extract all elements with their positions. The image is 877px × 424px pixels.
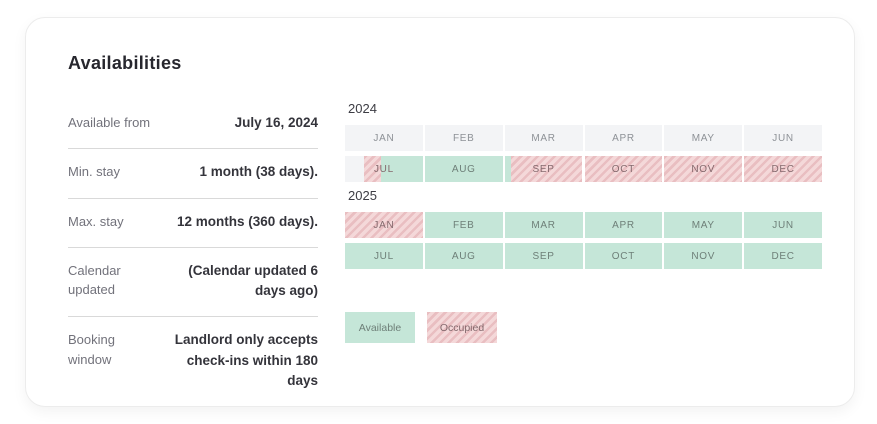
month-label: OCT [611,163,636,175]
month-cell-2025-nov: NOV [664,243,743,269]
month-segment-available [504,156,511,182]
detail-label: Max. stay [68,213,124,229]
month-cell-2024-jul: JUL [345,156,423,182]
detail-label: Calendar updated [68,262,121,298]
year-label: 2024 [348,101,377,116]
month-cell-2025-jun: JUN [744,212,822,238]
detail-value: Landlord only accepts check-ins within 1… [174,332,318,388]
month-cell-2025-sep: SEP [504,243,583,269]
details-table: Available from July 16, 2024 Min. stay 1 mo… [68,100,318,406]
month-label: MAR [531,132,556,144]
legend-chip-available: Available [345,312,415,343]
month-cell-2025-feb: FEB [424,212,503,238]
month-label: AUG [451,163,476,175]
month-cell-2024-may: MAY [664,125,743,151]
month-cell-2024-apr: APR [584,125,663,151]
month-cell-2025-may: MAY [664,212,743,238]
month-cell-2025-mar: MAR [504,212,583,238]
card-content: Available from July 16, 2024 Min. stay 1 mo… [26,100,854,406]
calendar-row: JUL AUG SEP OCT NOV DEC [345,156,822,182]
detail-row-available-from: Available from July 16, 2024 [68,100,318,150]
month-label: MAR [531,219,556,231]
month-label: SEP [532,163,555,175]
month-cell-2025-apr: APR [584,212,663,238]
month-cell-2024-oct: OCT [584,156,663,182]
legend-chip-occupied: Occupied [427,312,497,343]
detail-value: July 16, 2024 [234,115,318,130]
month-label: DEC [771,250,795,262]
year-label: 2025 [348,188,377,203]
month-label: JUN [772,219,794,231]
detail-value: 12 months (360 days). [176,213,318,229]
month-label: DEC [771,163,795,175]
month-cell-2024-dec: DEC [744,156,822,182]
detail-label: Min. stay [68,164,121,180]
month-label: NOV [691,250,716,262]
card-title: Availabilities [68,53,182,73]
month-cell-2024-sep: SEP [504,156,583,182]
month-cell-2024-aug: AUG [424,156,503,182]
month-cell-2025-dec: DEC [744,243,822,269]
detail-row-calendar-updated: Calendar updated (Calendar updated 6 days… [68,248,318,318]
month-segment-past [345,156,364,182]
availability-calendar: 2024 JAN FEB MAR APR MAY JUN JUL AUG SEP OCT NOV DEC… [345,100,822,406]
detail-row-min-stay: Min. stay 1 month (38 days). [68,149,318,199]
month-segment-occupied [510,156,583,182]
detail-row-booking-window: Booking window Landlord only accepts chec… [68,317,318,406]
calendar-row: JAN FEB MAR APR MAY JUN [345,125,822,151]
month-label: APR [612,219,635,231]
month-label: JUL [373,163,394,175]
year-block-2025: 2025 JAN FEB MAR APR MAY JUN JUL AUG SEP OCT NOV DEC [345,188,822,269]
month-label: JUL [373,250,394,262]
month-cell-2024-mar: MAR [504,125,583,151]
month-segment-available [380,156,423,182]
month-label: AUG [451,250,476,262]
month-label: MAY [691,132,715,144]
month-label: APR [612,132,635,144]
month-label: JUN [772,132,794,144]
month-label: FEB [452,132,475,144]
month-label: SEP [532,250,555,262]
month-label: OCT [611,250,636,262]
month-cell-2024-feb: FEB [424,125,503,151]
month-cell-2025-oct: OCT [584,243,663,269]
year-block-2024: 2024 JAN FEB MAR APR MAY JUN JUL AUG SEP OCT NOV DEC [345,101,822,182]
month-cell-2024-jan: JAN [345,125,423,151]
month-cell-2025-jul: JUL [345,243,423,269]
calendar-row: JAN FEB MAR APR MAY JUN [345,212,822,238]
month-label: MAY [691,219,715,231]
month-cell-2025-jan: JAN [345,212,423,238]
detail-value: 1 month (38 days). [199,164,318,180]
calendar-row: JUL AUG SEP OCT NOV DEC [345,243,822,269]
month-label: JAN [373,219,395,231]
detail-value: (Calendar updated 6 days ago) [188,262,318,298]
month-segment-occupied [363,156,381,182]
detail-label: Available from [68,115,151,130]
detail-row-max-stay: Max. stay 12 months (360 days). [68,199,318,248]
detail-label: Booking window [68,332,115,367]
month-label: JAN [373,132,395,144]
availabilities-card: Availabilities Available from July 16, 20… [25,17,855,407]
month-cell-2024-nov: NOV [664,156,743,182]
month-label: FEB [452,219,475,231]
month-cell-2024-jun: JUN [744,125,822,151]
calendar-legend: Available Occupied [345,312,822,343]
month-cell-2025-aug: AUG [424,243,503,269]
month-label: NOV [691,163,716,175]
